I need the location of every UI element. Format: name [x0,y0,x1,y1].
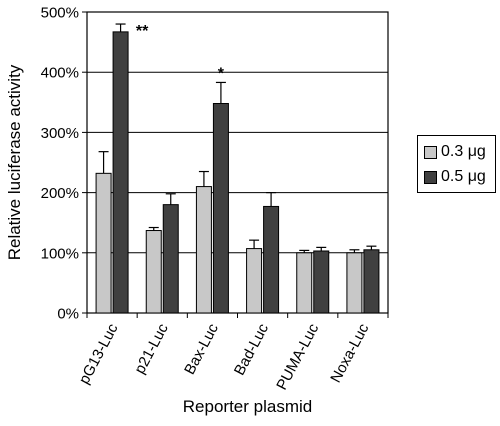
bar-2-1 [162,204,179,314]
bar-2-0 [112,31,129,314]
x-tick-label-0: pG13-Luc [76,320,122,387]
y-tick-label-1: 100% [41,245,79,262]
significance-annotation-1: * [218,65,225,82]
y-tick-label-3: 300% [41,125,79,142]
significance-annotation-0: ** [136,23,149,40]
legend-label-series-2: 0.5 μg [441,168,486,185]
x-tick-label-4: PUMA-Luc [273,320,322,392]
x-tick-label-2: Bax-Luc [181,320,222,377]
x-tick-label-3: Bad-Luc [231,320,272,378]
bar-2-4 [313,250,330,314]
legend-swatch-series-2 [424,170,437,184]
legend-swatch-series-1 [424,145,437,159]
legend-item-series-2: 0.5 μg [424,167,486,187]
bar-1-3 [246,248,263,314]
y-tick-label-4: 400% [41,65,79,82]
bar-1-5 [346,252,363,314]
y-axis-label: Relative luciferase activity [5,64,24,260]
y-tick-label-5: 500% [41,5,79,22]
y-tick-label-0: 0% [57,306,79,323]
legend-label-series-1: 0.3 μg [441,143,486,160]
bar-1-2 [195,186,212,314]
y-tick-label-2: 200% [41,185,79,202]
bar-2-5 [363,249,380,314]
x-tick-label-1: p21-Luc [131,320,172,376]
bar-1-1 [145,230,162,314]
bar-1-0 [95,172,112,314]
x-tick-label-5: Noxa-Luc [327,320,372,385]
plot-area-border [86,11,389,314]
x-axis-label: Reporter plasmid [183,397,312,416]
bar-2-3 [263,205,280,314]
legend-item-series-1: 0.3 μg [424,142,486,162]
bar-2-2 [212,103,229,314]
legend: 0.3 μg 0.5 μg [417,135,496,193]
bar-1-4 [296,252,313,314]
